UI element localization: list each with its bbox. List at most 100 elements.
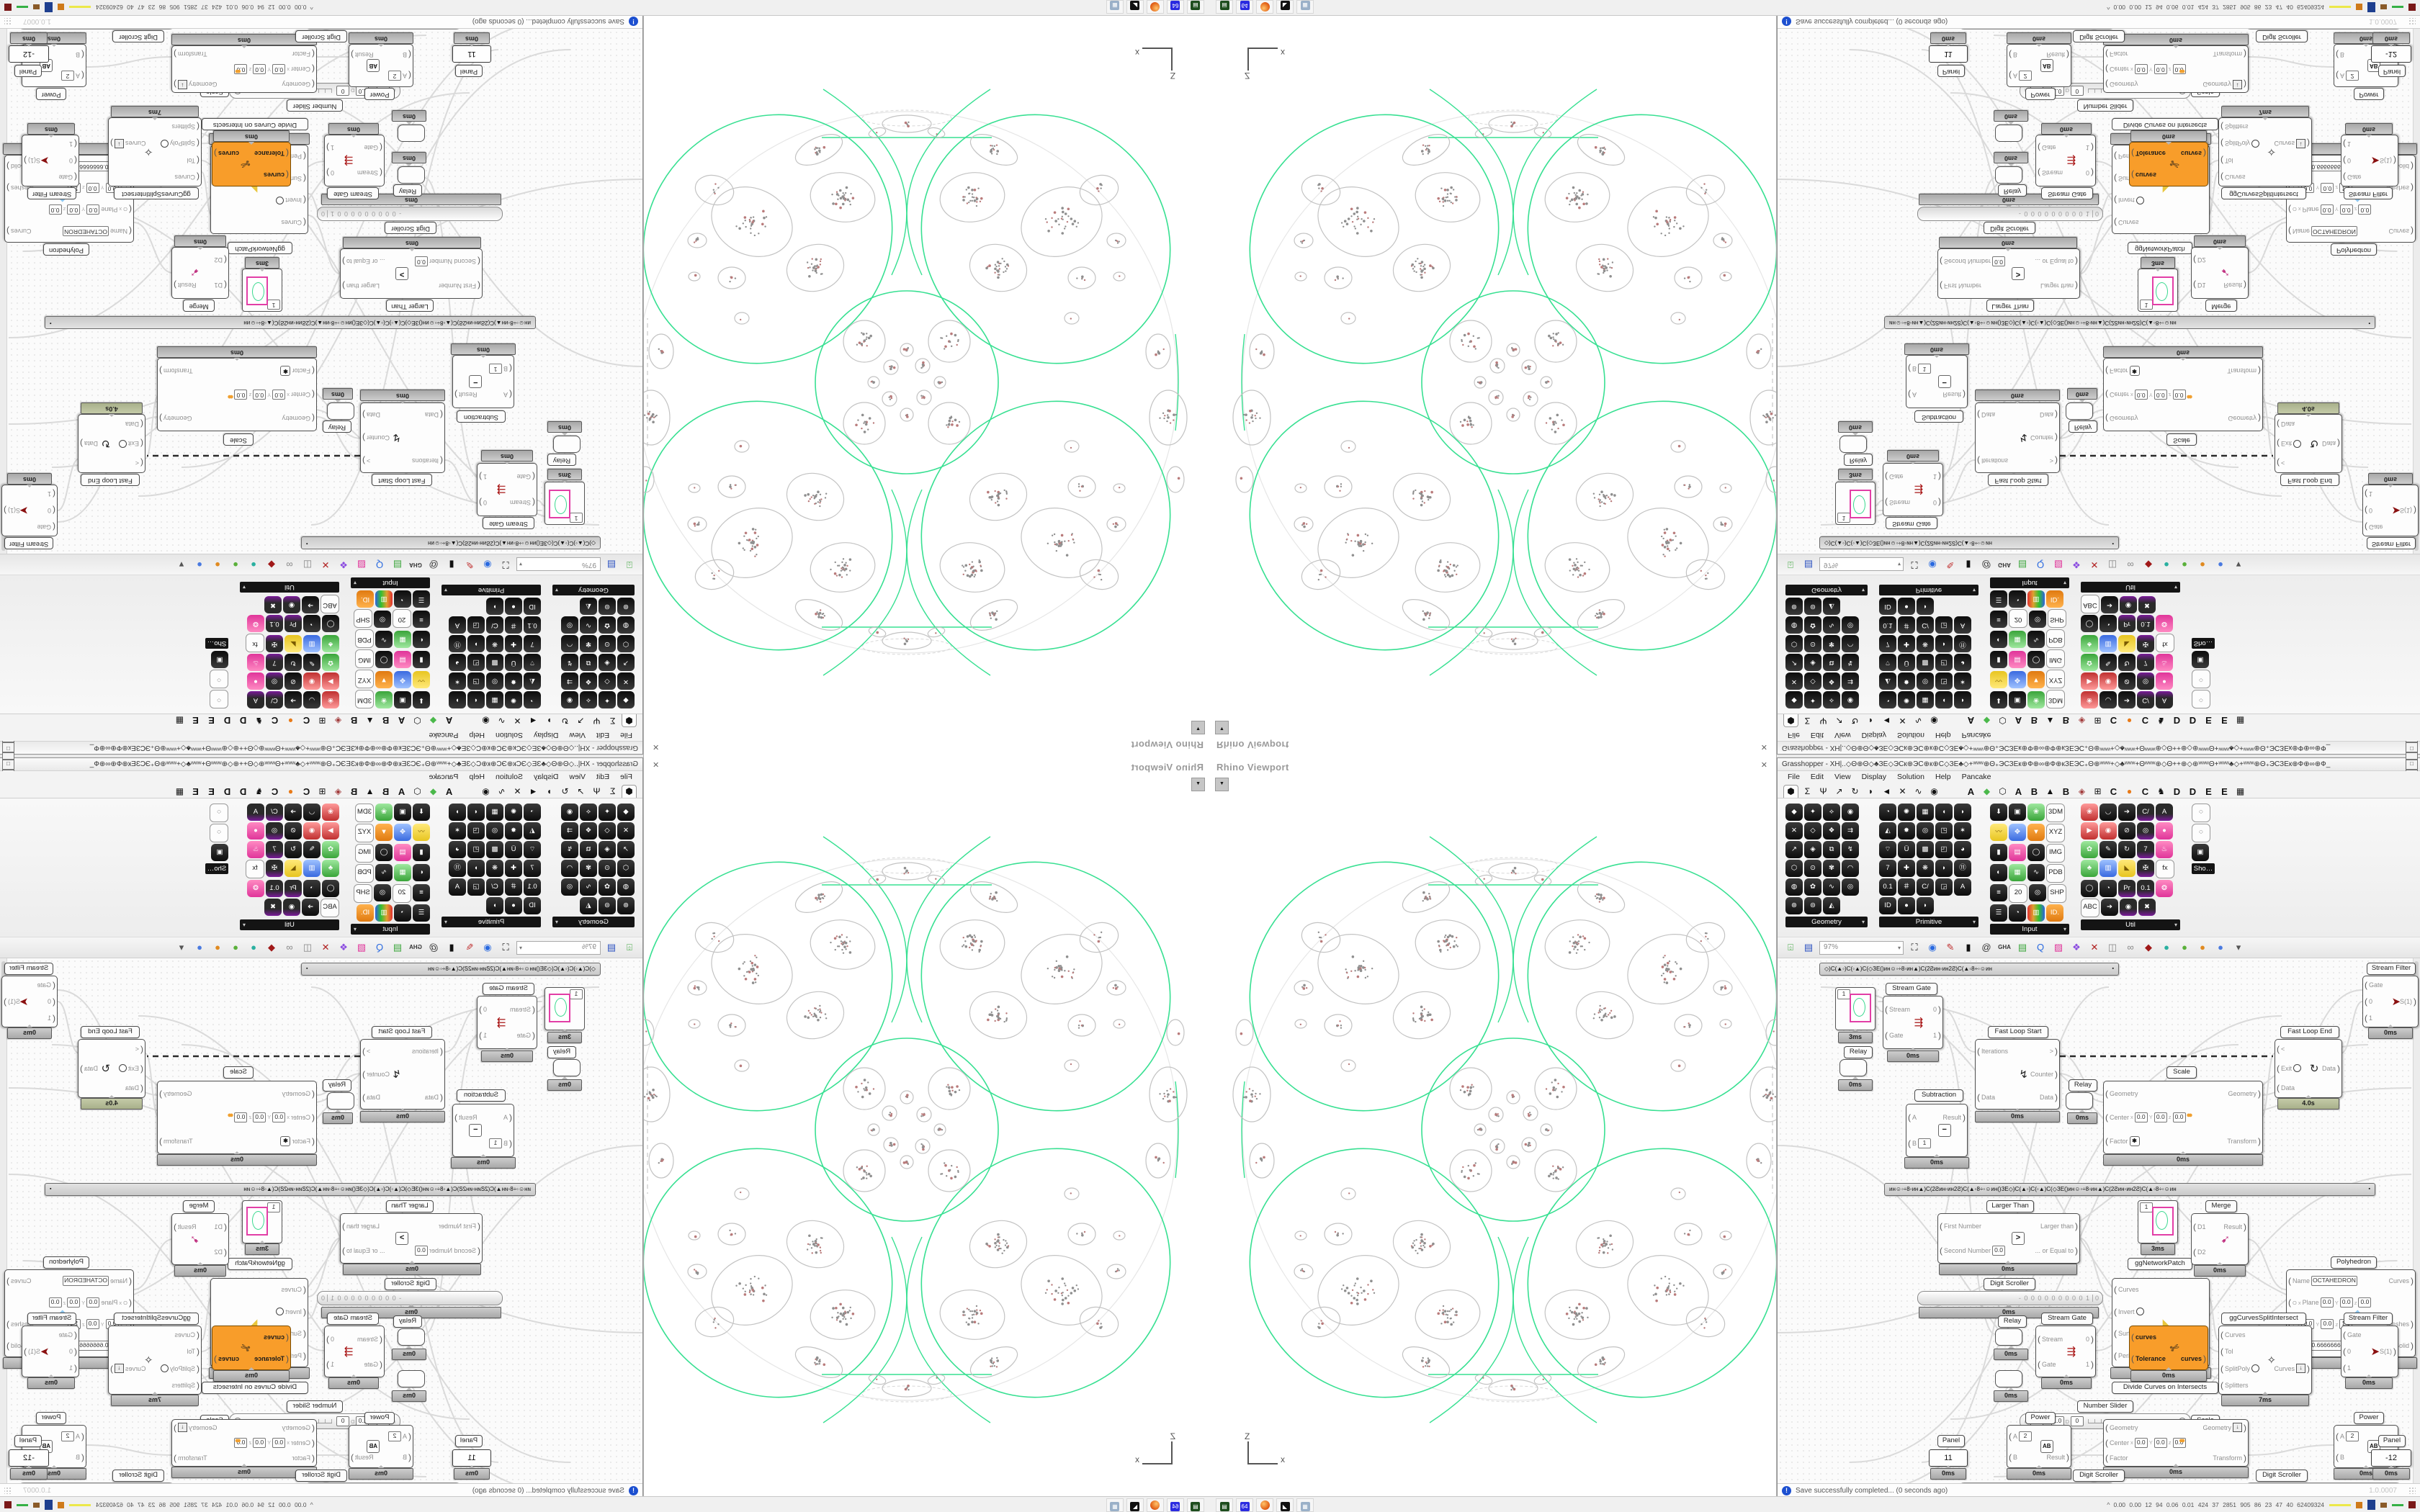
port[interactable]: ( (303, 1328, 306, 1339)
component-icon[interactable]: ⊛ (617, 897, 635, 914)
component-icon[interactable]: ▣ (394, 691, 411, 708)
value-box[interactable]: 0.0 (2321, 183, 2334, 193)
tray-expand-icon[interactable]: ^ (310, 1501, 313, 1508)
palette-group-label[interactable]: Util ▾ (240, 582, 339, 593)
launcher-firefox-icon[interactable] (1147, 0, 1164, 14)
toolbar-icon[interactable]: ✕ (2090, 942, 2099, 953)
port[interactable]: ) (174, 280, 176, 291)
digit-scroller[interactable]: -1 2 0 0 0 0 0 0 0 0 0 0 (17, 29, 176, 30)
port[interactable]: ( (303, 1284, 306, 1295)
port[interactable]: ) (6, 161, 9, 171)
port[interactable]: ) (351, 1452, 354, 1462)
chevron-down-icon[interactable]: ▾ (1972, 587, 1976, 593)
component-icon[interactable]: ❋ (1917, 860, 1934, 877)
component-label[interactable]: Power (364, 88, 395, 100)
component-icon[interactable]: Ü (1898, 841, 1915, 858)
port[interactable]: ( (408, 50, 411, 60)
port[interactable]: ( (312, 365, 315, 376)
component-icon[interactable]: ⌔ (524, 841, 541, 858)
component-label[interactable]: Polyhedron (43, 243, 89, 256)
component-icon[interactable]: ◎ (1842, 616, 1859, 634)
component-icon[interactable]: ◎ (1842, 878, 1859, 896)
component-icon[interactable]: 7 (266, 841, 283, 858)
port[interactable]: ) (2258, 1136, 2261, 1147)
port[interactable]: ( (53, 979, 55, 990)
component-icon[interactable]: ✦ (599, 804, 616, 821)
port[interactable]: ( (532, 472, 535, 482)
component-icon[interactable]: ✸ (505, 672, 522, 690)
palette-group-label[interactable]: Geometry ▾ (1785, 585, 1868, 595)
component-label[interactable]: Fast Loop End (2280, 1026, 2339, 1038)
category-tab[interactable]: B (2062, 715, 2070, 726)
palette-group-label[interactable]: Util ▾ (2081, 582, 2180, 593)
value-box[interactable]: 2 (2346, 71, 2360, 81)
port[interactable]: ( (2114, 151, 2117, 162)
subtraction-node[interactable]: (A Result)(B 1− (1906, 1104, 1968, 1157)
toolbar-icon[interactable]: ❖ (2072, 942, 2081, 953)
port[interactable]: ( (53, 1013, 55, 1024)
component-icon[interactable]: XYZ (355, 824, 374, 842)
component-label[interactable]: Panel (1937, 1435, 1965, 1447)
component-icon[interactable]: Ü (505, 841, 522, 858)
component-label[interactable]: ggNetworkPatch (228, 1258, 292, 1270)
value-box[interactable]: 0.0 (272, 1437, 286, 1448)
category-tab[interactable]: ⊞ (2094, 786, 2102, 796)
component-icon[interactable]: ▥ (303, 635, 321, 652)
component-icon[interactable]: ID (1879, 897, 1896, 914)
port[interactable]: ( (2193, 255, 2196, 266)
component-label[interactable]: Panel (2378, 1435, 2406, 1447)
component-icon[interactable]: ◆ (617, 804, 635, 821)
value-box[interactable]: 2 (2019, 1431, 2033, 1441)
component-icon[interactable]: ◭ (1879, 822, 1896, 840)
component-icon[interactable]: ＃ (505, 616, 522, 634)
canvas-scrollbar[interactable] (2413, 958, 2420, 1483)
component-icon[interactable]: 20 (393, 884, 411, 903)
category-tab[interactable]: ✕ (514, 786, 521, 796)
toolbar-icon[interactable]: ▤ (1803, 942, 1814, 953)
port[interactable]: ( (1977, 1092, 1980, 1102)
launcher-drive-icon[interactable]: ▤ (1187, 1498, 1204, 1512)
port[interactable]: ) (479, 498, 482, 508)
value-box[interactable]: 0.0 (2172, 1112, 2186, 1122)
port[interactable]: ( (224, 1221, 227, 1232)
component-label[interactable]: Divide Curves on Intersects (202, 1382, 308, 1394)
port[interactable]: ) (4, 505, 6, 516)
component-icon[interactable]: ✖ (264, 899, 282, 916)
port[interactable]: ( (2105, 413, 2108, 424)
component-label[interactable]: Divide Curves on Intersects (2112, 1382, 2218, 1394)
component-icon[interactable]: ◔ (303, 880, 321, 897)
zoom-level-select[interactable]: 97% ▾ (516, 940, 601, 955)
component-label[interactable]: Panel (2378, 65, 2406, 77)
component-label[interactable]: Digit Scroller (1984, 222, 2035, 234)
value-box[interactable]: 2 (387, 71, 401, 81)
ggnetworkpatch-preview-node[interactable]: 1 (544, 987, 585, 1030)
component-icon[interactable]: ◯ (375, 651, 393, 668)
group-header-mid[interactable]: ин☺◦÷8◦ин▲)C(2Ƨин◦ин2Ƨ)C(▲◦8÷◦☺ин()ЗЕ◇)C… (1884, 1183, 2375, 1196)
palette-group-label[interactable]: Sho… (2192, 863, 2215, 874)
port[interactable]: ( (2277, 457, 2280, 468)
resize-grip[interactable] (2408, 1487, 2416, 1494)
component-label[interactable]: Stream Gate (1886, 983, 1937, 995)
component-icon[interactable]: ◆ (617, 691, 635, 708)
launcher-calculator-icon[interactable]: ▦ (1296, 0, 1314, 14)
component-icon[interactable]: ⊜ (599, 897, 616, 914)
component-icon[interactable]: ◲ (1935, 616, 1953, 634)
component-icon[interactable]: ◔ (1879, 691, 1896, 708)
launcher-floppy-64-icon[interactable]: 64 (1236, 0, 1253, 14)
radio-toggle[interactable] (118, 439, 127, 448)
component-icon[interactable]: ◆ (1785, 804, 1803, 821)
component-icon[interactable]: ✺ (505, 804, 522, 821)
port[interactable]: ( (197, 1329, 200, 1340)
port[interactable]: ) (214, 1354, 217, 1364)
component-icon[interactable]: ☰ (413, 590, 430, 608)
port[interactable]: ( (74, 156, 77, 166)
expression-icon[interactable]: ✱ (2129, 1136, 2140, 1147)
component-label[interactable]: Relay (2069, 420, 2097, 433)
component-icon[interactable]: ✿ (322, 654, 339, 671)
minimize-button[interactable]: – (2406, 752, 2418, 756)
port[interactable]: ( (2277, 1044, 2280, 1055)
menu-item-file[interactable]: File (620, 773, 632, 781)
component-icon[interactable]: ↯ (561, 841, 578, 858)
port[interactable]: ( (2365, 996, 2367, 1007)
